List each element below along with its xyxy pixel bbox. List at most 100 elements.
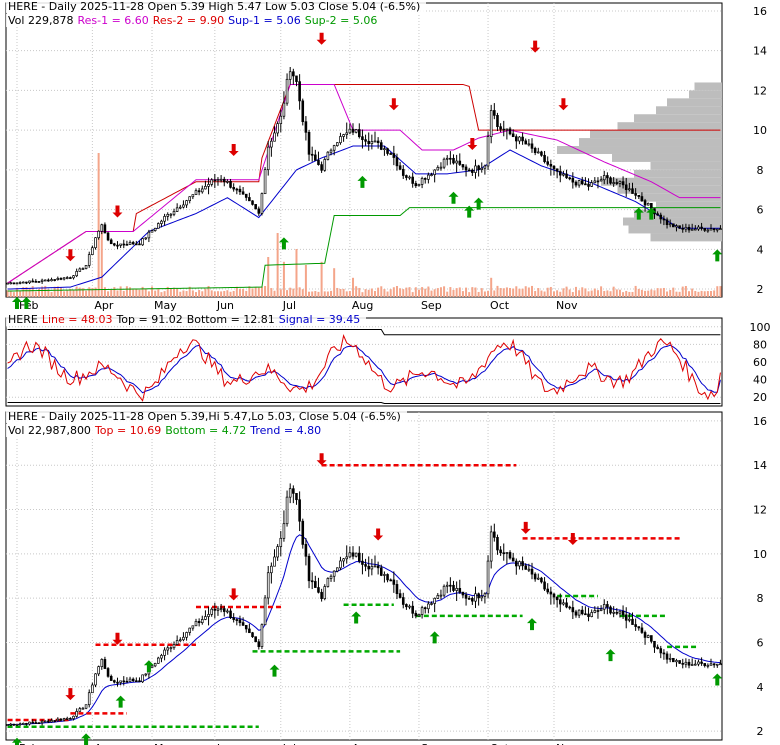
top-candle — [213, 179, 217, 182]
top-candle — [295, 75, 298, 82]
bottom-ytick-5: 12 — [753, 504, 767, 517]
bottom-candle — [56, 718, 60, 721]
bottom-candle — [565, 602, 568, 608]
top-candle — [47, 279, 50, 282]
volume-bar — [216, 291, 219, 297]
top-candle — [449, 157, 452, 160]
volume-bar — [151, 286, 154, 297]
top-candle — [119, 243, 122, 246]
volume-bar — [176, 288, 179, 297]
volume-bar — [527, 287, 530, 297]
volume-bar — [408, 287, 411, 297]
bottom-candle — [609, 606, 612, 614]
volume-bar — [260, 286, 263, 297]
top-candle — [640, 196, 644, 201]
bottom-ytick-3: 8 — [757, 592, 764, 605]
bottom-candle — [389, 579, 392, 582]
top-candle — [361, 136, 364, 141]
bottom-candle — [357, 552, 361, 562]
osc-signal-line — [7, 344, 721, 394]
top-candle — [116, 244, 119, 247]
volume-bar — [455, 288, 458, 297]
volume-bar — [471, 287, 474, 297]
top-candle — [452, 157, 455, 164]
volume-bar — [509, 288, 512, 297]
top-candle — [480, 167, 484, 170]
volume-bar — [414, 287, 417, 297]
top-candle — [241, 191, 245, 195]
top-candle — [489, 110, 493, 137]
top-candle — [442, 158, 446, 168]
bottom-candle — [584, 613, 587, 616]
bottom-candle — [135, 680, 138, 683]
top-candle — [558, 170, 562, 176]
bottom-candle — [194, 621, 198, 627]
top-candle — [53, 279, 56, 281]
bottom-candle — [615, 611, 619, 614]
volume-bar — [44, 285, 47, 297]
volume-bar — [330, 290, 333, 297]
bottom-ytick-6: 14 — [753, 459, 767, 472]
top-candle — [580, 180, 584, 185]
volume-bar — [286, 290, 289, 297]
bottom-candle — [235, 619, 239, 621]
top-candle — [395, 157, 399, 167]
bottom-candle — [361, 560, 364, 565]
bottom-candle — [166, 647, 170, 651]
mid-name: HERE — [8, 313, 38, 326]
top-candle — [9, 282, 13, 285]
buy-arrow-icon — [527, 618, 538, 631]
bottom-candle — [320, 591, 323, 599]
top-candle — [50, 279, 53, 282]
bottom-candle — [624, 614, 628, 621]
volume-bar — [235, 286, 238, 297]
bottom-candle — [263, 597, 267, 626]
volume-profile-bar-16 — [656, 106, 722, 115]
volume-bar — [534, 290, 537, 297]
volume-bar — [571, 292, 574, 297]
volume-bar — [568, 289, 571, 297]
volume-bar — [659, 288, 662, 297]
top-candle — [709, 228, 713, 231]
volume-bar — [427, 286, 430, 297]
volume-bar — [600, 286, 603, 297]
top-candle — [28, 280, 31, 284]
top-candle — [251, 200, 254, 205]
bottom-candle — [662, 652, 666, 655]
support-1-line — [7, 145, 721, 290]
top-candle — [200, 188, 204, 193]
volume-profile-bar-3 — [634, 209, 722, 218]
bottom-candle — [75, 711, 78, 717]
volume-profile-bar-17 — [667, 98, 722, 107]
bottom-candle — [288, 488, 292, 498]
bottom-candle — [436, 595, 440, 599]
top-candle — [461, 164, 465, 168]
bottom-candle — [489, 531, 493, 562]
bottom-candle — [590, 612, 593, 617]
mid-bottom: Bottom = 12.81 — [186, 313, 275, 326]
bottom-candle — [238, 619, 242, 623]
volume-bar — [348, 291, 351, 297]
volume-profile-bar-19 — [694, 82, 722, 91]
volume-bar — [691, 288, 694, 297]
volume-bar — [245, 290, 248, 297]
volume-bar — [565, 286, 568, 297]
top-candle — [323, 159, 327, 171]
volume-bar — [85, 290, 88, 297]
top-candle — [590, 182, 593, 187]
bottom-candle — [279, 537, 283, 547]
top-candle — [97, 230, 100, 239]
volume-bar — [210, 290, 213, 297]
volume-bar — [232, 291, 235, 297]
top-candle — [524, 140, 528, 145]
top-candle — [351, 128, 355, 133]
top-candle — [37, 281, 41, 283]
bottom-candle — [681, 662, 685, 665]
bottom-candle — [646, 635, 650, 638]
bottom-candle — [712, 663, 716, 666]
bottom-candle — [273, 556, 276, 567]
top-candle — [700, 226, 703, 229]
volume-bar — [531, 285, 534, 297]
